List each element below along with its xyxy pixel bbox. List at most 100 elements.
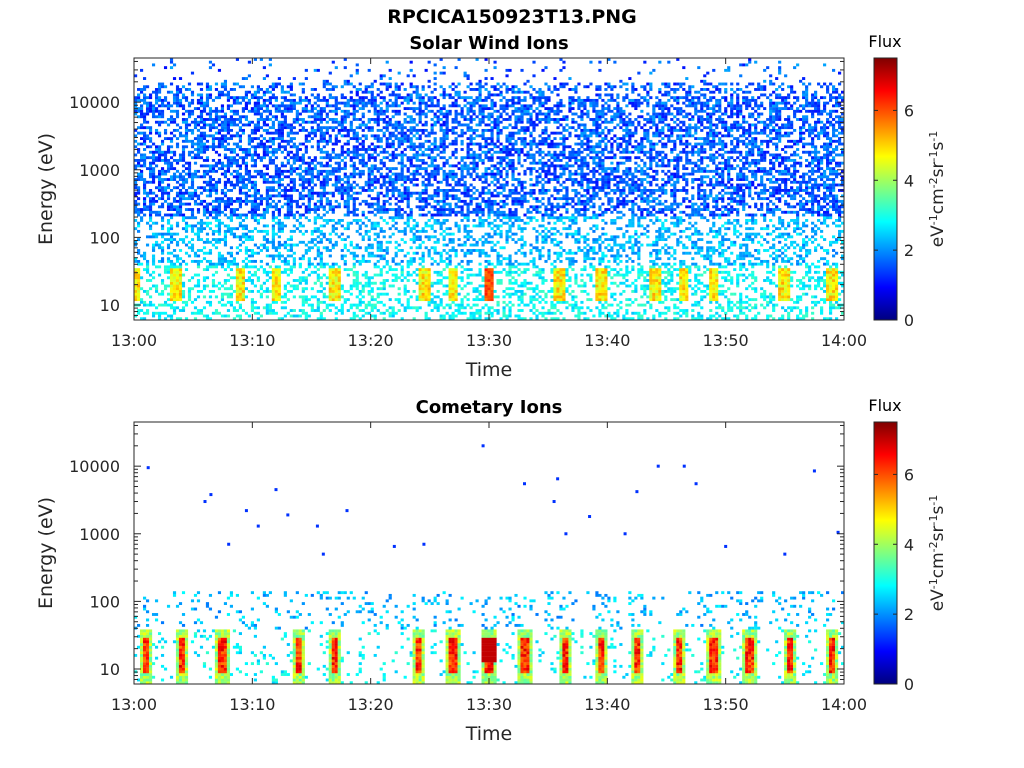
heatmap-cell	[190, 186, 195, 190]
heatmap-cell	[406, 178, 410, 181]
heatmap-cell	[289, 205, 293, 209]
heatmap-cell	[274, 104, 278, 108]
heatmap-cell	[355, 63, 359, 67]
heatmap-cell	[220, 90, 225, 94]
heatmap-cell	[220, 109, 225, 113]
heatmap-cell	[166, 270, 171, 274]
heatmap-cell	[346, 98, 350, 102]
heatmap-cell	[352, 257, 356, 261]
heatmap-cell	[184, 235, 189, 239]
heatmap-cell	[160, 281, 165, 285]
heatmap-cell	[442, 66, 446, 70]
heatmap-cell	[196, 295, 201, 299]
heatmap-cell	[466, 137, 470, 141]
heatmap-cell	[424, 139, 428, 143]
heatmap-cell	[181, 93, 186, 97]
heatmap-cell	[427, 172, 431, 176]
heatmap-cell	[370, 243, 374, 247]
heatmap-cell	[343, 156, 347, 160]
heatmap-cell	[418, 93, 422, 97]
heatmap-cell	[421, 259, 425, 263]
heatmap-cell	[400, 183, 404, 187]
heatmap-cell	[475, 123, 479, 127]
heatmap-cell	[292, 142, 296, 146]
heatmap-cell	[238, 317, 242, 321]
heatmap-cell	[163, 178, 168, 181]
heatmap-cell	[208, 169, 213, 173]
heatmap-cell	[304, 317, 308, 321]
heatmap-cell	[169, 216, 174, 220]
heatmap-cell	[229, 180, 234, 184]
heatmap-cell	[346, 183, 350, 187]
heatmap-cell	[265, 191, 269, 195]
heatmap-cell	[286, 131, 290, 135]
heatmap-cell	[430, 148, 434, 151]
heatmap-cell	[247, 60, 251, 64]
heatmap-cell	[208, 202, 213, 206]
heatmap-cell	[142, 191, 147, 195]
heatmap-cell	[211, 109, 216, 113]
heatmap-cell	[310, 240, 314, 244]
heatmap-cell	[358, 101, 362, 105]
heatmap-cell	[298, 314, 302, 318]
heatmap-cell	[472, 314, 476, 318]
heatmap-cell	[277, 128, 281, 132]
heatmap-cell	[277, 186, 281, 190]
heatmap-cell	[370, 309, 374, 312]
heatmap-cell	[316, 118, 320, 121]
heatmap-cell	[460, 148, 464, 151]
heatmap-cell	[466, 96, 470, 100]
heatmap-cell	[385, 172, 389, 176]
heatmap-cell	[424, 224, 428, 228]
heatmap-cell	[208, 145, 213, 149]
heatmap-cell	[457, 96, 461, 100]
heatmap-cell	[454, 180, 458, 184]
heatmap-cell	[343, 112, 347, 116]
heatmap-cell	[172, 292, 177, 296]
heatmap-cell	[361, 128, 365, 132]
heatmap-cell	[256, 251, 260, 255]
heatmap-cell	[223, 194, 228, 198]
heatmap-cell	[199, 98, 204, 102]
heatmap-cell	[472, 289, 476, 293]
heatmap-cell	[451, 104, 455, 108]
heatmap-cell	[145, 303, 150, 307]
heatmap-cell	[319, 254, 323, 258]
heatmap-cell	[337, 289, 341, 293]
heatmap-cell	[424, 287, 428, 291]
heatmap-cell	[235, 96, 240, 100]
heatmap-cell	[367, 167, 371, 171]
heatmap-cell	[379, 208, 383, 211]
heatmap-cell	[367, 90, 371, 94]
heatmap-cell	[148, 107, 153, 111]
heatmap-cell	[187, 254, 192, 258]
heatmap-cell	[235, 183, 240, 187]
heatmap-cell	[313, 167, 317, 171]
heatmap-cell	[259, 295, 263, 299]
heatmap-cell	[376, 295, 380, 299]
heatmap-cell	[271, 199, 275, 203]
heatmap-cell	[134, 98, 138, 102]
heatmap-cell	[358, 259, 362, 263]
heatmap-cell	[334, 98, 338, 102]
heatmap-cell	[382, 134, 386, 138]
heatmap-cell	[310, 287, 314, 291]
heatmap-cell	[316, 104, 320, 108]
heatmap-cell	[154, 90, 159, 94]
heatmap-cell	[274, 246, 278, 250]
heatmap-cell	[376, 169, 380, 173]
heatmap-cell	[469, 197, 473, 201]
heatmap-cell	[148, 213, 153, 217]
heatmap-cell	[283, 300, 287, 304]
heatmap-cell	[361, 300, 365, 304]
heatmap-cell	[250, 109, 254, 113]
heatmap-cell	[433, 306, 437, 310]
heatmap-cell	[172, 232, 177, 236]
heatmap-cell	[142, 77, 147, 80]
heatmap-cell	[289, 268, 293, 272]
heatmap-cell	[484, 232, 488, 236]
heatmap-cell	[403, 178, 407, 181]
heatmap-cell	[373, 281, 377, 285]
heatmap-cell	[262, 118, 266, 121]
